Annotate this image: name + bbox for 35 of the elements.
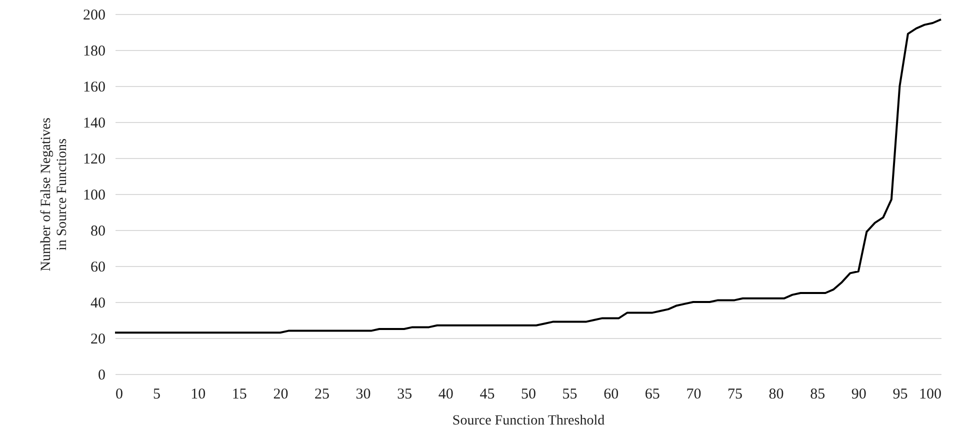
y-tick-label: 40	[90, 296, 106, 312]
x-tick-label: 60	[604, 386, 619, 402]
x-tick-label: 65	[644, 386, 660, 402]
x-tick-label: 75	[728, 386, 742, 402]
x-tick-label: 40	[438, 386, 454, 402]
x-tick-label: 45	[480, 386, 495, 402]
y-tick-label: 0	[98, 368, 106, 384]
x-tick-label: 35	[397, 386, 412, 402]
x-tick-label: 95	[892, 386, 908, 402]
x-tick-label: 70	[686, 386, 702, 402]
x-tick-label: 50	[521, 386, 536, 402]
x-tick-label: 0	[116, 386, 123, 402]
line-series	[114, 18, 942, 334]
y-tick-label: 200	[83, 8, 106, 24]
x-tick-label: 30	[356, 386, 371, 402]
y-tick-label: 120	[83, 152, 106, 168]
x-tick-label: 90	[851, 386, 866, 402]
x-axis-title: Source Function Threshold	[452, 414, 605, 428]
x-tick-label: 85	[810, 386, 826, 402]
y-axis-title: Number of False Negatives in Source Functions	[39, 118, 70, 272]
y-tick-label: 60	[90, 260, 106, 276]
y-tick-label: 160	[83, 80, 106, 96]
x-tick-label: 5	[153, 386, 161, 402]
x-tick-label: 20	[273, 386, 288, 402]
y-tick-label: 20	[90, 332, 106, 348]
x-tick-label: 100	[919, 386, 942, 402]
y-tick-label: 80	[90, 224, 106, 240]
x-tick-label: 80	[768, 386, 784, 402]
x-tick-label: 15	[232, 386, 247, 402]
x-tick-label: 10	[190, 386, 206, 402]
y-tick-label: 140	[83, 116, 106, 132]
x-tick-label: 55	[562, 386, 578, 402]
y-tick-label: 180	[83, 44, 106, 60]
x-tick-label: 25	[314, 386, 330, 402]
y-tick-label: 100	[83, 188, 106, 204]
